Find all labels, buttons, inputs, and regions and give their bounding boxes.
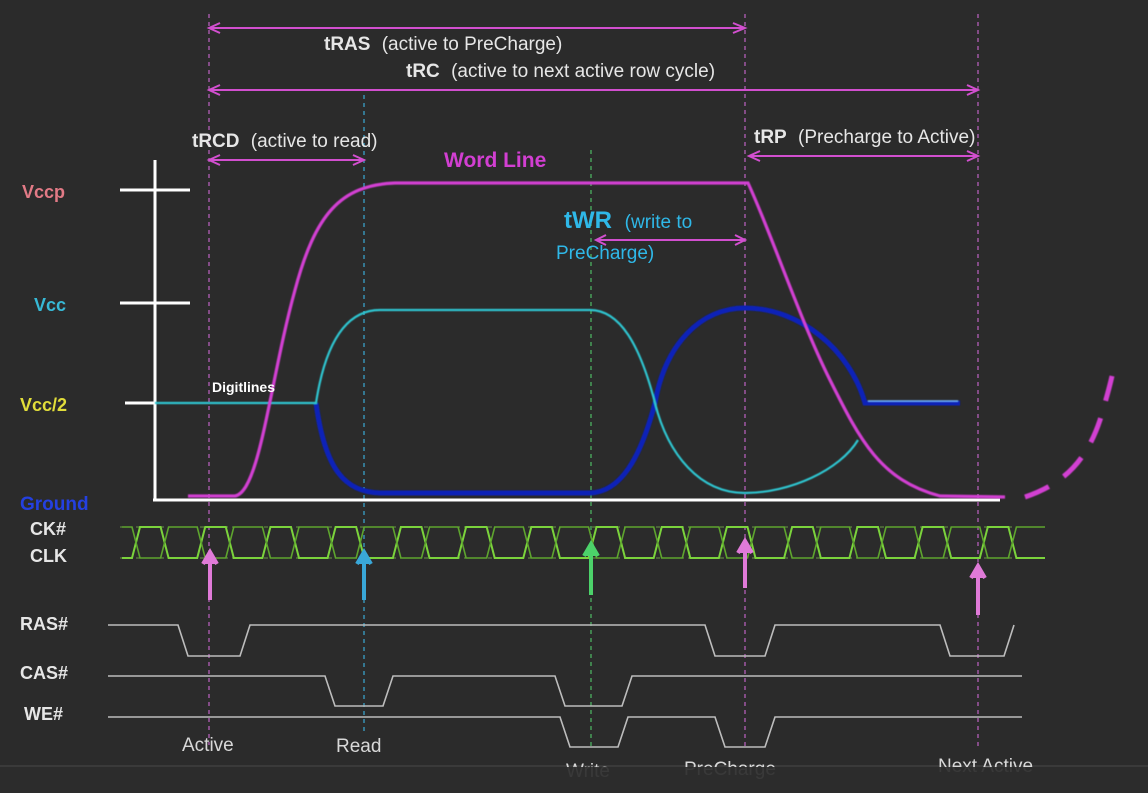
tras-span bbox=[206, 22, 748, 34]
event-read: Read bbox=[336, 736, 381, 757]
timing-spans bbox=[206, 22, 981, 246]
trcd-span bbox=[206, 154, 367, 166]
trcd-label: tRCD (active to read) bbox=[192, 131, 378, 152]
arrow-read bbox=[355, 548, 373, 600]
word-line-label: Word Line bbox=[444, 149, 546, 172]
vcc-half-label: Vcc/2 bbox=[20, 395, 67, 415]
clock-inverted-waveform bbox=[122, 526, 1045, 559]
digitline-curves bbox=[155, 305, 960, 496]
arrow-active bbox=[201, 548, 219, 600]
trp-span bbox=[746, 150, 981, 162]
guide-lines bbox=[208, 14, 979, 750]
digitline-dark bbox=[313, 305, 960, 496]
digitlines-label: Digitlines bbox=[212, 379, 275, 395]
we-waveform bbox=[108, 716, 1022, 748]
arrow-write bbox=[582, 540, 600, 595]
twr-label-line2: PreCharge) bbox=[556, 243, 654, 264]
arrow-next-active bbox=[969, 562, 987, 615]
word-line-path bbox=[188, 181, 1006, 499]
ras-label: RAS# bbox=[20, 614, 68, 634]
clk-label: CLK bbox=[30, 546, 67, 566]
tras-label: tRAS (active to PreCharge) bbox=[324, 34, 562, 55]
event-active: Active bbox=[182, 735, 234, 756]
word-line-dashed-tail bbox=[1024, 375, 1115, 500]
control-signals bbox=[108, 624, 1022, 748]
trc-label: tRC (active to next active row cycle) bbox=[406, 61, 715, 82]
arrow-precharge bbox=[736, 537, 754, 588]
bottom-mask bbox=[0, 767, 1148, 793]
ground-label: Ground bbox=[20, 494, 89, 515]
voltage-axes bbox=[120, 160, 1000, 502]
digitline-light bbox=[155, 308, 859, 495]
vcc-label: Vcc bbox=[34, 295, 66, 315]
trc-span bbox=[206, 84, 981, 96]
cas-waveform bbox=[108, 675, 1022, 707]
cas-label: CAS# bbox=[20, 663, 68, 683]
we-label: WE# bbox=[24, 704, 63, 724]
ck-bar-label: CK# bbox=[30, 519, 66, 539]
twr-label: tWR (write to bbox=[564, 207, 692, 234]
word-line-curve bbox=[188, 181, 1115, 500]
command-arrows bbox=[201, 537, 987, 615]
trp-label: tRP (Precharge to Active) bbox=[754, 127, 975, 148]
twr-span bbox=[593, 234, 748, 246]
vccp-label: Vccp bbox=[22, 182, 65, 202]
ras-waveform bbox=[108, 624, 1015, 657]
